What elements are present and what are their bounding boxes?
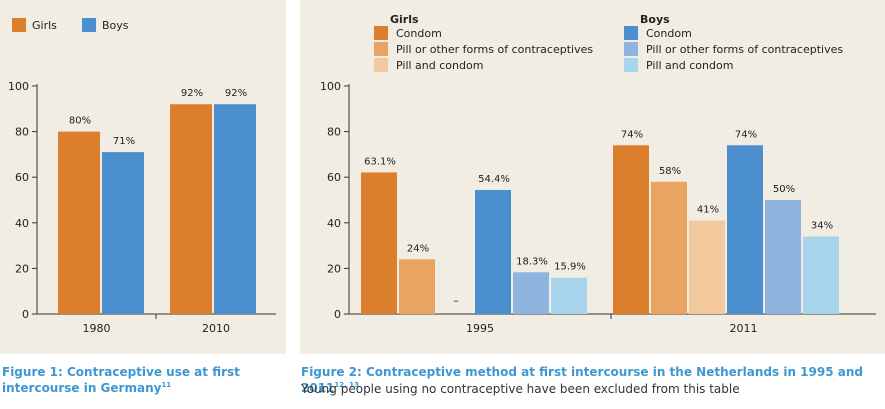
bar	[361, 172, 397, 314]
legend-label: Condom	[396, 27, 442, 40]
bar-value-label: 80%	[69, 116, 91, 127]
bar	[475, 189, 511, 314]
y-tick-label: 0	[334, 308, 341, 321]
legend-label: Girls	[32, 19, 57, 32]
legend-swatch	[374, 58, 388, 72]
bar	[689, 220, 725, 314]
bar-value-label: 34%	[811, 220, 833, 231]
bar-value-label: 50%	[773, 184, 795, 195]
bar-value-label: 54.4%	[478, 174, 510, 185]
legend-label: Pill and condom	[646, 59, 733, 72]
y-tick-label: 100	[320, 80, 341, 93]
legend-group-title: Girls	[390, 13, 419, 26]
bar-value-label: 58%	[659, 166, 681, 177]
figure2-subtitle: Young people using no contraceptive have…	[301, 382, 740, 396]
figure1-chart: 0 20 40 60 80 100 1980 2010 80% 92% 71% 92% Girls Boy…	[8, 18, 276, 335]
legend-group-title: Boys	[640, 13, 670, 26]
legend-swatch	[374, 42, 388, 56]
legend-label: Pill or other forms of contraceptives	[396, 43, 593, 56]
y-tick-label: 60	[15, 171, 29, 184]
legend-swatch	[12, 18, 26, 32]
x-tick-label: 2011	[730, 322, 758, 335]
bar	[399, 259, 435, 314]
figure2-caption: Figure 2: Contraceptive method at first …	[301, 364, 885, 396]
bar-value-label: 74%	[735, 129, 757, 140]
figure2-caption-sup: 12, 13	[334, 381, 359, 389]
bar	[803, 236, 839, 314]
figure2-caption-text: Figure 2: Contraceptive method at first …	[301, 365, 863, 395]
figure2-chart: 0 20 40 60 80 100 1995 2011 63.1% 74% 24% 58% – 41% 54…	[320, 13, 876, 335]
bar-value-label: 92%	[181, 88, 203, 99]
bar	[102, 152, 144, 314]
legend-swatch	[624, 26, 638, 40]
y-tick-label: 0	[22, 308, 29, 321]
y-tick-label: 20	[15, 262, 29, 275]
bar-value-label: 71%	[113, 136, 135, 147]
bar-value-label: –	[453, 294, 459, 307]
bar	[58, 131, 100, 314]
bar-value-label: 74%	[621, 129, 643, 140]
bar	[765, 200, 801, 314]
y-tick-label: 100	[8, 80, 29, 93]
y-tick-label: 20	[327, 262, 341, 275]
legend-swatch	[82, 18, 96, 32]
x-tick-label: 1995	[466, 322, 494, 335]
bar-value-label: 15.9%	[554, 262, 586, 273]
bar	[513, 272, 549, 314]
legend-swatch	[624, 58, 638, 72]
x-tick-label: 2010	[202, 322, 230, 335]
bar	[214, 104, 256, 315]
bar	[613, 145, 649, 314]
bar-value-label: 24%	[407, 243, 429, 254]
legend-label: Pill and condom	[396, 59, 483, 72]
legend-swatch	[374, 26, 388, 40]
figure1-caption-text: Figure 1: Contraceptive use at first int…	[2, 365, 240, 395]
y-tick-label: 80	[15, 126, 29, 139]
legend-swatch	[624, 42, 638, 56]
y-tick-label: 60	[327, 171, 341, 184]
y-tick-label: 40	[15, 217, 29, 230]
y-tick-label: 80	[327, 126, 341, 139]
bar-value-label: 92%	[225, 88, 247, 99]
legend-label: Boys	[102, 19, 129, 32]
legend-label: Condom	[646, 27, 692, 40]
bar	[651, 181, 687, 314]
bar-value-label: 18.3%	[516, 256, 548, 267]
x-tick-label: 1980	[83, 322, 111, 335]
figure1-panel: 0 20 40 60 80 100 1980 2010 80% 92% 71% 92% Girls Boy…	[0, 0, 286, 354]
y-tick-label: 40	[327, 217, 341, 230]
bar-value-label: 63.1%	[364, 156, 396, 167]
legend-label: Pill or other forms of contraceptives	[646, 43, 843, 56]
bar-value-label: 41%	[697, 205, 719, 216]
figure2-panel: 0 20 40 60 80 100 1995 2011 63.1% 74% 24% 58% – 41% 54…	[300, 0, 885, 354]
bar	[727, 145, 763, 314]
figure1-caption-sup: 11	[161, 381, 172, 389]
figure1-caption: Figure 1: Contraceptive use at first int…	[2, 364, 252, 396]
bar	[551, 277, 587, 314]
bar	[170, 104, 212, 315]
